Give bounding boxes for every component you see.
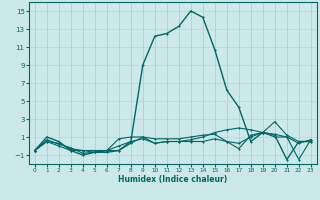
X-axis label: Humidex (Indice chaleur): Humidex (Indice chaleur) — [118, 175, 228, 184]
